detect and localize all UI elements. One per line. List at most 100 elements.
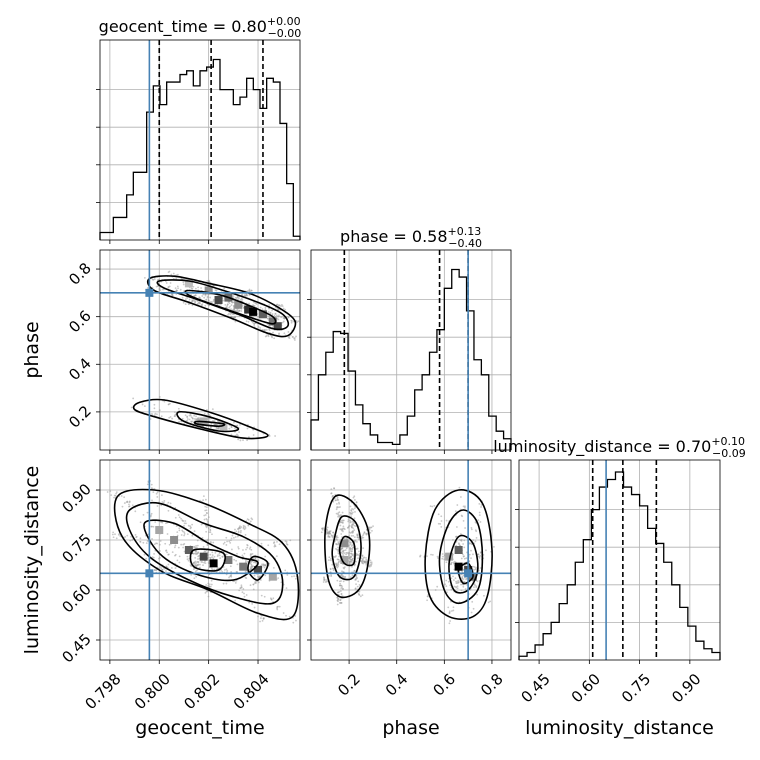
sample-dot bbox=[225, 536, 228, 539]
sample-dot bbox=[349, 543, 352, 546]
density-cell-1-1 bbox=[170, 536, 179, 544]
sample-dot bbox=[358, 584, 361, 586]
sample-dot bbox=[230, 308, 232, 311]
sample-dot bbox=[246, 546, 249, 549]
sample-dot bbox=[234, 599, 237, 602]
sample-dot bbox=[286, 574, 289, 576]
sample-dot bbox=[177, 287, 180, 290]
sample-dot bbox=[295, 619, 297, 622]
sample-dot bbox=[335, 543, 338, 546]
sample-dot bbox=[196, 417, 199, 420]
sample-dot bbox=[358, 538, 360, 540]
sample-dot bbox=[273, 314, 276, 317]
sample-dot bbox=[455, 526, 458, 528]
sample-dot bbox=[234, 320, 237, 323]
sample-dot bbox=[183, 531, 186, 534]
sample-dot bbox=[348, 554, 350, 557]
sample-dot bbox=[278, 304, 281, 307]
sample-dot bbox=[474, 529, 477, 532]
sample-dot bbox=[208, 281, 211, 283]
sample-dot bbox=[350, 555, 352, 558]
sample-dot bbox=[253, 574, 256, 577]
sample-dot bbox=[182, 281, 185, 284]
sample-dot bbox=[362, 532, 365, 535]
sample-dot bbox=[339, 524, 342, 527]
xtick-label-luminosity_distance-0: 0.45 bbox=[518, 670, 554, 706]
sample-dot bbox=[460, 539, 463, 542]
contour-2-6 bbox=[457, 562, 474, 585]
sample-dot bbox=[204, 304, 207, 307]
sample-dot bbox=[151, 537, 153, 540]
sample-dot bbox=[156, 413, 158, 416]
sample-dot bbox=[349, 511, 352, 514]
sample-dot bbox=[204, 509, 207, 512]
sample-dot bbox=[178, 561, 181, 564]
sample-dot bbox=[223, 287, 226, 290]
sample-dot bbox=[470, 528, 473, 531]
pair-panel-geocent_time-luminosity_distance: 0.45 0.60 0.75 0.90 luminosity_distance bbox=[21, 459, 301, 666]
sample-dot bbox=[283, 332, 286, 335]
sample-dot bbox=[336, 564, 338, 567]
sample-dot bbox=[355, 501, 358, 503]
sample-dot bbox=[176, 531, 179, 534]
sample-dot bbox=[359, 595, 362, 598]
sample-dot bbox=[193, 300, 196, 302]
sample-dot bbox=[131, 504, 134, 507]
sample-dot bbox=[154, 521, 157, 523]
sample-dot bbox=[430, 553, 432, 556]
sample-dot bbox=[218, 552, 221, 555]
sample-dot bbox=[349, 548, 352, 551]
sample-dot bbox=[287, 336, 290, 339]
sample-dot bbox=[211, 533, 213, 536]
sample-dot bbox=[337, 591, 339, 594]
sample-dot bbox=[259, 617, 262, 619]
sample-dot bbox=[167, 271, 170, 274]
sample-dot bbox=[180, 517, 183, 520]
sample-dot bbox=[235, 530, 238, 533]
sample-dot bbox=[287, 331, 290, 333]
sample-dot bbox=[337, 561, 340, 564]
sample-dot bbox=[341, 511, 344, 514]
sample-dot bbox=[256, 313, 259, 315]
sample-dot bbox=[341, 570, 343, 573]
sample-dot bbox=[297, 320, 300, 323]
sample-dot bbox=[356, 540, 358, 543]
sample-dot bbox=[267, 544, 270, 547]
sample-dot bbox=[219, 303, 222, 306]
sample-dot bbox=[352, 527, 355, 530]
sample-dot bbox=[200, 560, 203, 563]
sample-dot bbox=[338, 584, 341, 587]
sample-dot bbox=[204, 514, 207, 516]
sample-dot bbox=[285, 587, 288, 590]
sample-dot bbox=[478, 514, 481, 517]
sample-dot bbox=[146, 511, 149, 514]
sample-dot bbox=[339, 582, 342, 585]
sample-dot bbox=[473, 586, 475, 589]
sample-dot bbox=[283, 317, 286, 320]
sample-dot bbox=[241, 304, 244, 307]
sample-dot bbox=[234, 427, 236, 430]
hist-panel-luminosity_distance: luminosity_distance = 0.70+0.10 −0.09 bbox=[493, 435, 746, 664]
ytick-label-phase-1: 0.4 bbox=[65, 354, 95, 384]
sample-dot bbox=[207, 527, 210, 530]
sample-dot bbox=[205, 506, 208, 509]
sample-dot bbox=[142, 514, 145, 516]
sample-dot bbox=[294, 615, 297, 617]
sample-dot bbox=[212, 541, 215, 544]
sample-dot bbox=[331, 494, 334, 497]
sample-dot bbox=[340, 528, 343, 531]
sample-dot bbox=[225, 544, 228, 546]
sample-dot bbox=[115, 491, 118, 494]
truth-marker-2 bbox=[464, 569, 473, 578]
sample-dot bbox=[156, 496, 159, 498]
sample-dot bbox=[152, 278, 155, 281]
sample-dot bbox=[231, 548, 233, 551]
sample-dot bbox=[277, 577, 280, 580]
sample-dot bbox=[195, 562, 198, 564]
sample-dot bbox=[331, 536, 334, 539]
sample-dot bbox=[215, 289, 218, 292]
density-cell-2-4 bbox=[454, 562, 463, 571]
pair-frame-1 bbox=[99, 459, 301, 661]
sample-dot bbox=[239, 439, 242, 442]
sample-dot bbox=[214, 551, 217, 554]
